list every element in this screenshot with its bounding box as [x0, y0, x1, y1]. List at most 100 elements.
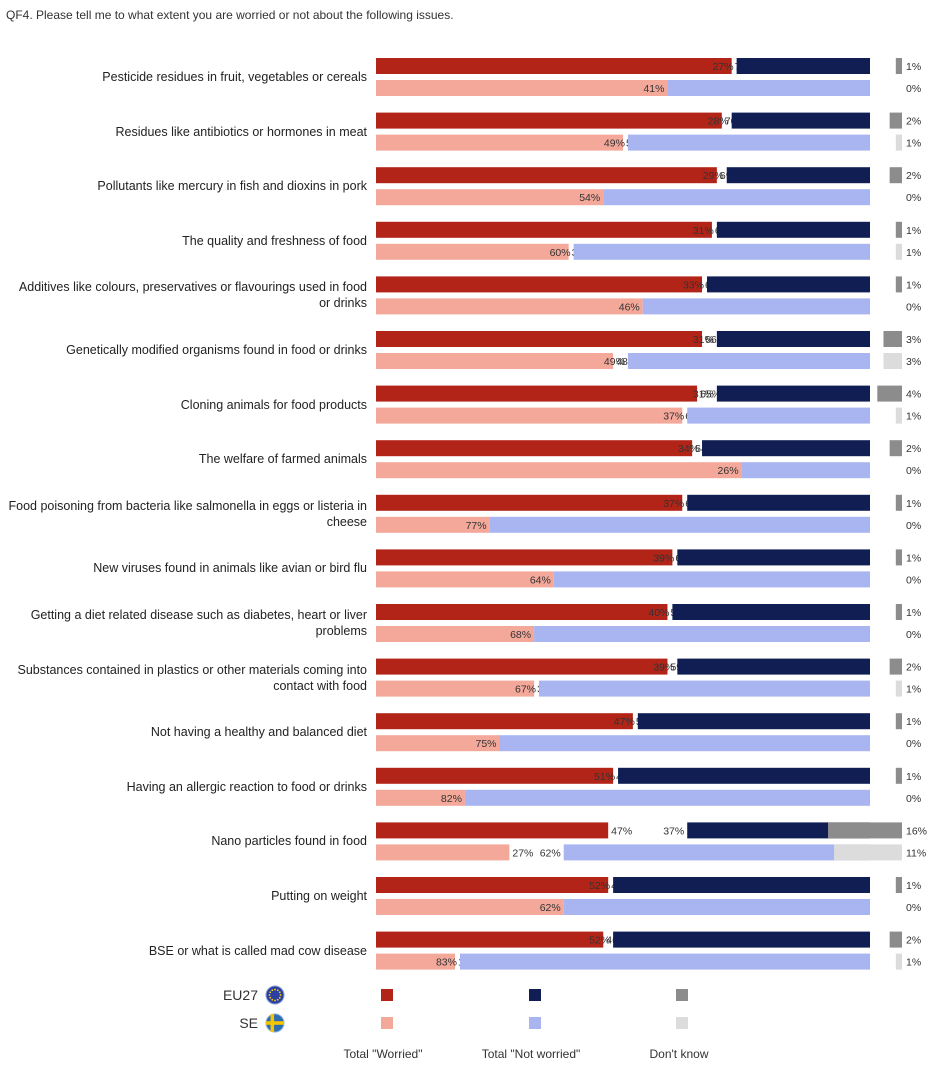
- eu-star: [276, 989, 279, 992]
- not-worried-bar-se: [642, 298, 870, 315]
- eu-star: [278, 996, 281, 999]
- category-label: Having an allergic reaction to food or d…: [126, 779, 367, 794]
- not-worried-value-label: 29%: [703, 170, 724, 182]
- not-worried-bar-eu27: [716, 331, 870, 347]
- not-worried-value-label: 39%: [653, 662, 674, 674]
- not-worried-bar-eu27: [613, 877, 870, 893]
- not-worried-value-label: 51%: [594, 771, 615, 783]
- eu-star: [274, 999, 276, 1002]
- dont-know-bar-eu27: [828, 822, 902, 839]
- worried-bar-se: [376, 680, 535, 697]
- not-worried-value-label: 37%: [663, 411, 684, 423]
- worried-bar-eu27: [376, 385, 698, 402]
- eu-star: [274, 988, 276, 991]
- dont-know-value-label: 2%: [906, 443, 921, 455]
- dont-know-bar-eu27: [889, 658, 902, 675]
- dont-know-bar-eu27: [889, 440, 902, 457]
- not-worried-bar-eu27: [672, 604, 870, 620]
- category-label: Additives like colours, preservatives or…: [18, 280, 367, 311]
- dont-know-value-label: 0%: [906, 902, 921, 914]
- dont-know-value-label: 1%: [906, 607, 921, 619]
- worried-bar-se: [376, 407, 683, 424]
- dont-know-value-label: 1%: [906, 498, 921, 510]
- not-worried-value-label: 62%: [540, 902, 561, 914]
- dont-know-value-label: 3%: [906, 356, 921, 368]
- worried-bar-eu27: [376, 440, 693, 457]
- not-worried-value-label: 64%: [530, 574, 551, 586]
- not-worried-value-label: 34%: [678, 443, 699, 455]
- category-label: Substances contained in plastics or othe…: [17, 662, 368, 693]
- category-label: Not having a healthy and balanced diet: [150, 725, 367, 740]
- worried-bar-se: [376, 899, 564, 915]
- not-worried-value-label: 52%: [589, 880, 610, 892]
- eu-star: [271, 989, 274, 992]
- eu-star: [279, 994, 282, 996]
- dont-know-value-label: 16%: [906, 825, 927, 837]
- dont-know-value-label: 0%: [906, 192, 921, 204]
- category-label: Residues like antibiotics or hormones in…: [115, 124, 367, 139]
- dont-know-bar-eu27: [895, 58, 902, 74]
- dont-know-bar-eu27: [895, 713, 902, 730]
- dont-know-bar-se: [834, 844, 902, 861]
- worried-bar-se: [376, 571, 554, 588]
- worried-bar-se: [376, 953, 456, 970]
- dont-know-bar-eu27: [895, 604, 902, 620]
- not-worried-value-label: 26%: [718, 465, 739, 477]
- not-worried-bar-se: [603, 189, 870, 206]
- eu-flag-icon: [265, 985, 285, 1005]
- worried-value-label: 27%: [512, 847, 533, 859]
- dont-know-value-label: 1%: [906, 880, 921, 892]
- not-worried-bar-se: [627, 134, 870, 151]
- dont-know-bar-se: [895, 243, 902, 260]
- worried-value-label: 65%: [700, 389, 721, 401]
- legend-swatch-eu27: [381, 989, 393, 1001]
- dont-know-bar-se: [895, 680, 902, 697]
- worried-bar-eu27: [376, 494, 683, 511]
- eu-star: [268, 994, 271, 996]
- dont-know-value-label: 1%: [906, 279, 921, 291]
- dont-know-value-label: 0%: [906, 465, 921, 477]
- not-worried-bar-se: [741, 462, 870, 479]
- dont-know-bar-se: [895, 407, 902, 424]
- not-worried-bar-se: [499, 735, 870, 752]
- not-worried-bar-eu27: [702, 440, 870, 457]
- worried-bar-se: [376, 735, 500, 752]
- not-worried-value-label: 60%: [550, 247, 571, 259]
- worried-value-label: 47%: [611, 825, 632, 837]
- not-worried-value-label: 67%: [515, 684, 536, 696]
- legend-group-label-eu27: EU27: [223, 987, 258, 1003]
- not-worried-value-label: 40%: [648, 607, 669, 619]
- dont-know-bar-eu27: [877, 385, 902, 402]
- dont-know-value-label: 0%: [906, 520, 921, 532]
- not-worried-bar-eu27: [618, 767, 870, 784]
- dont-know-value-label: 1%: [906, 138, 921, 150]
- dont-know-value-label: 1%: [906, 411, 921, 423]
- category-label: Nano particles found in food: [211, 834, 367, 849]
- dont-know-value-label: 11%: [906, 847, 926, 859]
- not-worried-value-label: 77%: [466, 520, 487, 532]
- category-label: Food poisoning from bacteria like salmon…: [8, 498, 367, 529]
- not-worried-bar-se: [687, 407, 870, 424]
- dont-know-bar-se: [895, 953, 902, 970]
- not-worried-bar-eu27: [736, 58, 870, 74]
- worried-bar-se: [376, 844, 510, 861]
- legend-swatch-eu27: [529, 989, 541, 1001]
- eu-star: [278, 991, 281, 994]
- not-worried-bar-se: [534, 626, 870, 642]
- not-worried-value-label: 37%: [663, 498, 684, 510]
- dont-know-value-label: 2%: [906, 170, 921, 182]
- dont-know-bar-se: [895, 134, 902, 151]
- worried-bar-eu27: [376, 931, 604, 948]
- sweden-cross-v: [270, 1014, 275, 1032]
- not-worried-bar-eu27: [677, 549, 870, 566]
- dont-know-bar-eu27: [889, 167, 902, 184]
- not-worried-bar-se: [627, 353, 870, 369]
- not-worried-bar-eu27: [716, 221, 870, 238]
- not-worried-value-label: 52%: [589, 935, 610, 947]
- dont-know-value-label: 1%: [906, 957, 921, 969]
- question-title: QF4. Please tell me to what extent you a…: [6, 8, 454, 22]
- dont-know-bar-eu27: [895, 221, 902, 238]
- dont-know-value-label: 4%: [906, 389, 921, 401]
- not-worried-value-label: 82%: [441, 793, 462, 805]
